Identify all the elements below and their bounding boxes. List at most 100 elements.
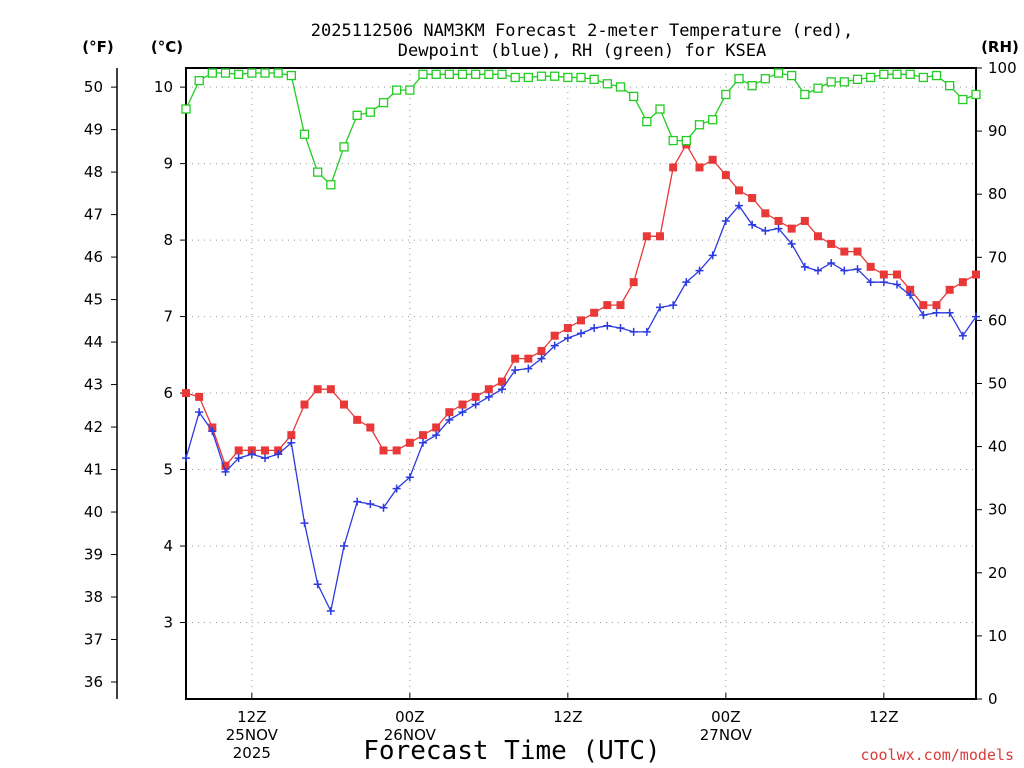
data-point: [906, 285, 915, 294]
data-point: [919, 301, 928, 310]
data-point: [313, 167, 323, 177]
data-point: [721, 216, 730, 225]
data-point: [471, 392, 480, 401]
data-point: [892, 69, 902, 79]
data-point: [392, 484, 401, 493]
data-point: [353, 415, 362, 424]
data-point: [879, 69, 889, 79]
data-point: [958, 94, 968, 105]
x-tick-label: 26NOV: [384, 726, 437, 744]
data-point: [273, 68, 283, 78]
data-point: [774, 224, 783, 233]
data-point: [445, 415, 454, 424]
data-point: [708, 155, 717, 164]
celsius-tick-label: 8: [163, 231, 173, 249]
data-point: [774, 216, 783, 225]
data-point: [773, 68, 784, 78]
data-point: [313, 385, 322, 394]
data-point: [405, 85, 415, 95]
data-point: [431, 69, 441, 79]
data-point: [366, 423, 375, 432]
data-point: [945, 285, 954, 294]
x-tick-label: 25NOV: [226, 726, 279, 744]
data-point: [234, 454, 243, 463]
data-point: [840, 247, 849, 256]
data-point: [458, 408, 467, 417]
data-point: [536, 71, 547, 81]
data-point: [629, 91, 639, 102]
data-point: [392, 85, 402, 95]
data-point: [471, 69, 481, 79]
rh-tick-label: 30: [988, 501, 1007, 519]
data-point: [340, 542, 348, 551]
data-point: [695, 266, 704, 275]
fahrenheit-tick-label: 43: [84, 376, 103, 394]
data-series: [181, 68, 981, 616]
data-point: [550, 341, 559, 350]
data-point: [537, 346, 546, 355]
data-point: [234, 446, 243, 455]
data-point: [800, 262, 809, 271]
data-point: [444, 69, 454, 79]
data-point: [602, 79, 612, 89]
x-tick-label: 00Z: [395, 708, 424, 726]
data-point: [497, 69, 507, 79]
data-point: [194, 75, 204, 86]
data-point: [629, 278, 638, 287]
fahrenheit-tick-label: 46: [84, 248, 103, 266]
data-point: [563, 324, 572, 333]
rh-tick-label: 70: [988, 248, 1007, 266]
data-point: [221, 467, 230, 476]
data-point: [787, 70, 797, 81]
rh-tick-label: 90: [988, 122, 1007, 140]
celsius-tick-label: 10: [154, 78, 173, 96]
data-point: [853, 247, 862, 256]
data-point: [274, 450, 283, 459]
data-point: [523, 72, 533, 83]
chart-title: 2025112506 NAM3KM Forecast 2-meter Tempe…: [311, 21, 853, 61]
data-point: [234, 69, 244, 79]
data-point: [498, 377, 506, 386]
data-point: [405, 438, 414, 447]
data-point: [642, 116, 652, 127]
axes: 3637383940414243444546474849503456789100…: [84, 59, 1017, 762]
data-point: [708, 251, 717, 260]
data-point: [261, 454, 269, 463]
data-point: [694, 120, 705, 130]
data-point: [721, 171, 730, 180]
data-point: [866, 262, 875, 271]
data-point: [220, 68, 231, 78]
rh-tick-label: 20: [988, 564, 1007, 582]
data-point: [932, 308, 941, 317]
rh-tick-label: 60: [988, 311, 1007, 329]
data-point: [484, 385, 493, 394]
celsius-tick-label: 7: [163, 308, 173, 326]
data-point: [853, 265, 862, 274]
chart-title-line-1: 2025112506 NAM3KM Forecast 2-meter Tempe…: [311, 21, 853, 41]
data-point: [761, 209, 770, 218]
data-point: [392, 446, 401, 455]
fahrenheit-tick-label: 37: [84, 631, 103, 649]
data-point: [550, 71, 560, 81]
fahrenheit-tick-label: 41: [84, 461, 103, 479]
data-point: [669, 163, 678, 172]
data-point: [615, 82, 626, 92]
data-point: [563, 333, 572, 342]
data-point: [787, 239, 796, 248]
data-point: [432, 431, 441, 440]
fahrenheit-tick-label: 50: [84, 78, 103, 96]
data-point: [511, 354, 520, 363]
fahrenheit-tick-label: 42: [84, 418, 103, 436]
celsius-tick-label: 5: [163, 461, 173, 479]
data-point: [221, 461, 230, 470]
data-point: [852, 74, 863, 85]
data-point: [866, 278, 875, 287]
data-point: [945, 81, 955, 91]
data-point: [457, 69, 468, 79]
fahrenheit-tick-label: 44: [84, 333, 103, 351]
data-point: [735, 201, 743, 210]
data-point: [669, 301, 678, 310]
data-point: [207, 68, 217, 78]
fahrenheit-tick-label: 47: [84, 206, 103, 224]
data-point: [826, 77, 836, 87]
